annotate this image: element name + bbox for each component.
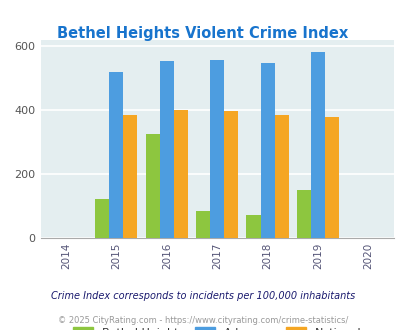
- Text: Bethel Heights Violent Crime Index: Bethel Heights Violent Crime Index: [57, 26, 348, 41]
- Bar: [260, 63, 274, 238]
- Legend: Bethel Heights, Arkansas, National: Bethel Heights, Arkansas, National: [68, 322, 365, 330]
- Bar: [95, 199, 109, 238]
- Bar: [224, 111, 238, 238]
- Bar: [324, 116, 339, 238]
- Bar: [159, 61, 173, 238]
- Bar: [274, 115, 288, 238]
- Bar: [145, 134, 159, 238]
- Bar: [173, 110, 188, 238]
- Bar: [109, 72, 123, 238]
- Bar: [296, 190, 310, 238]
- Bar: [196, 212, 210, 238]
- Bar: [210, 60, 224, 238]
- Bar: [123, 115, 137, 238]
- Text: Crime Index corresponds to incidents per 100,000 inhabitants: Crime Index corresponds to incidents per…: [51, 291, 354, 301]
- Bar: [310, 52, 324, 238]
- Text: © 2025 CityRating.com - https://www.cityrating.com/crime-statistics/: © 2025 CityRating.com - https://www.city…: [58, 316, 347, 325]
- Bar: [246, 214, 260, 238]
